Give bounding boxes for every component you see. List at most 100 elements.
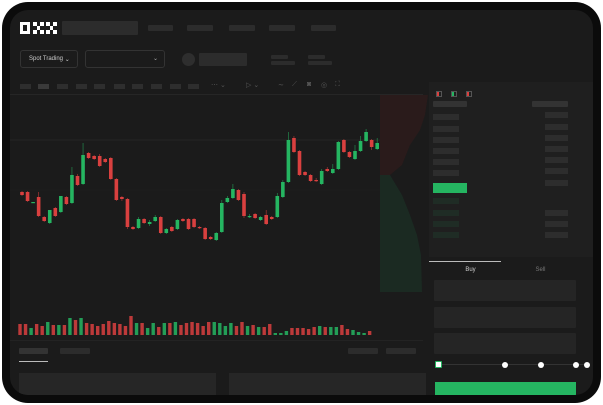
candle: [236, 190, 241, 200]
volume-bar: [190, 322, 194, 335]
orderbook-both-icon[interactable]: [436, 91, 442, 97]
candle: [353, 151, 357, 159]
slider-mark-25[interactable]: [502, 362, 508, 368]
amount-input[interactable]: [434, 307, 576, 328]
tab-buy[interactable]: Buy: [465, 267, 476, 273]
slider-mark-50[interactable]: [538, 362, 544, 368]
timeframe-button[interactable]: [38, 84, 49, 89]
timeframe-button[interactable]: [20, 84, 31, 89]
bottom-action[interactable]: [386, 348, 416, 354]
timeframe-button[interactable]: [132, 84, 143, 89]
indicator-icon[interactable]: ⋯ ⌄: [211, 82, 226, 89]
ruler-icon[interactable]: ⟋: [292, 81, 297, 88]
bid-amount: [545, 232, 568, 238]
candle: [158, 217, 163, 233]
market-dropdown-label: Spot Trading: [29, 56, 64, 62]
timeframe-button[interactable]: [57, 84, 68, 89]
candle: [303, 172, 307, 175]
tab-sell[interactable]: Sell: [535, 267, 546, 273]
candle: [364, 132, 368, 141]
volume-bar: [123, 326, 128, 335]
bid-price[interactable]: [433, 232, 459, 238]
orderbook-header-amount: [532, 101, 568, 107]
bid-amount: [545, 210, 568, 216]
candle: [92, 156, 96, 159]
volume-bar: [134, 323, 139, 335]
camera-icon[interactable]: ◙: [307, 81, 312, 88]
candle: [225, 198, 230, 202]
draw-icon[interactable]: ▷ ⌄: [246, 82, 260, 89]
slider-mark-75[interactable]: [573, 362, 579, 368]
volume-bar: [334, 327, 339, 335]
timeframe-button[interactable]: [188, 84, 199, 89]
nav-item[interactable]: [187, 25, 213, 31]
candle: [136, 219, 141, 228]
buy-button[interactable]: [435, 382, 576, 395]
tab-underline: [19, 361, 48, 362]
volume-bar: [145, 328, 150, 335]
candle: [292, 138, 296, 152]
market-dropdown[interactable]: Spot Trading ⌄: [20, 50, 78, 68]
search-bar[interactable]: [62, 21, 138, 35]
volume-bar: [118, 324, 122, 335]
candle: [192, 219, 196, 227]
candle: [47, 210, 52, 223]
pair-dropdown[interactable]: ⌄: [85, 50, 165, 68]
wave-icon[interactable]: ∼: [278, 82, 284, 89]
depth-chart: [380, 95, 428, 292]
orderbook-buy-icon[interactable]: [451, 91, 457, 97]
ask-price[interactable]: [433, 137, 459, 143]
candlestick-chart[interactable]: [10, 95, 380, 345]
timeframe-button[interactable]: [76, 84, 87, 89]
volume-bar: [367, 331, 372, 335]
candle: [175, 220, 180, 229]
nav-item[interactable]: [311, 25, 336, 31]
orderbook-sell-icon[interactable]: [466, 91, 472, 97]
nav-item[interactable]: [229, 25, 255, 31]
slider-track[interactable]: [438, 364, 588, 365]
bid-price[interactable]: [433, 210, 459, 216]
volume-bar: [329, 327, 333, 335]
volume-bar: [168, 323, 172, 335]
volume-bar: [129, 316, 133, 335]
tab-open-orders[interactable]: [19, 348, 48, 354]
price-input[interactable]: [434, 280, 576, 301]
volume-bar: [79, 318, 83, 335]
ask-amount: [545, 180, 568, 186]
nav-item[interactable]: [269, 25, 295, 31]
ask-price[interactable]: [433, 170, 459, 176]
okx-logo[interactable]: [20, 22, 57, 34]
ask-price[interactable]: [433, 159, 459, 165]
timeframe-button[interactable]: [94, 84, 105, 89]
total-input[interactable]: [434, 333, 576, 354]
slider-handle[interactable]: [435, 361, 442, 368]
volume-bar: [107, 321, 111, 335]
volume-bar: [195, 323, 200, 335]
candle: [42, 217, 46, 221]
timeframe-button[interactable]: [114, 84, 125, 89]
volume-bar: [151, 323, 155, 335]
timeframe-button[interactable]: [151, 84, 162, 89]
bottom-panel-left: [19, 373, 216, 395]
ask-price[interactable]: [433, 126, 459, 132]
volume-bar: [46, 322, 50, 335]
slider-mark-100[interactable]: [584, 362, 590, 368]
candle: [153, 217, 157, 221]
candle: [325, 169, 330, 171]
bid-price[interactable]: [433, 221, 459, 227]
bottom-action[interactable]: [348, 348, 378, 354]
ask-price[interactable]: [433, 148, 459, 154]
nav-item[interactable]: [148, 25, 173, 31]
candle: [369, 140, 374, 147]
bid-price[interactable]: [433, 198, 459, 204]
candle: [75, 176, 80, 185]
fullscreen-icon[interactable]: ⛶: [335, 81, 340, 88]
settings-icon[interactable]: ◎: [321, 82, 328, 89]
volume-bar: [184, 323, 189, 335]
volume-bar: [340, 325, 344, 335]
buy-tab-underline: [429, 261, 501, 262]
volume-bar: [245, 326, 250, 335]
ask-price[interactable]: [433, 114, 459, 120]
timeframe-button[interactable]: [170, 84, 181, 89]
tab-order-history[interactable]: [60, 348, 90, 354]
